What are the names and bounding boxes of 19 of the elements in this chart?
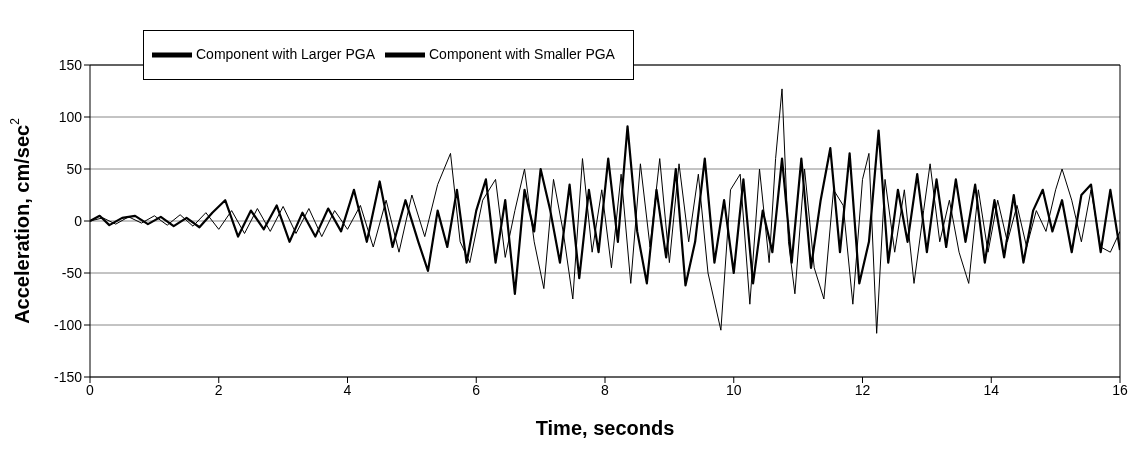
x-tick-label: 10	[725, 381, 742, 398]
x-tick-label: 6	[472, 381, 481, 398]
y-tick-label: 0	[74, 212, 83, 229]
x-tick-label: 0	[86, 381, 95, 398]
y-tick-label: -100	[53, 316, 83, 333]
x-tick-label: 14	[983, 381, 1000, 398]
x-tick-label: 8	[601, 381, 610, 398]
legend-label: Component with Larger PGA	[196, 45, 375, 62]
x-tick-label: 2	[214, 381, 223, 398]
y-tick-label: -50	[61, 264, 83, 281]
y-tick-label: 50	[66, 160, 83, 177]
legend-label: Component with Smaller PGA	[428, 45, 615, 62]
x-tick-label: 4	[343, 381, 352, 398]
y-tick-label: 150	[58, 56, 83, 73]
x-tick-label: 16	[1112, 381, 1128, 398]
x-tick-label: 12	[854, 381, 871, 398]
y-tick-label: -150	[53, 368, 83, 385]
x-axis-title: Time, seconds	[535, 417, 675, 439]
y-tick-label: 100	[58, 108, 83, 125]
